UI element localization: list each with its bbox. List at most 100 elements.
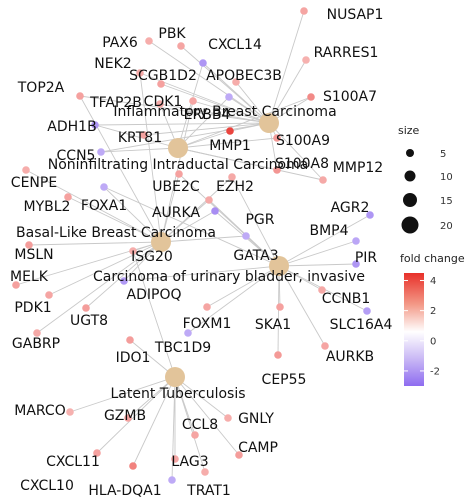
gene-label-krt81: KRT81 bbox=[118, 130, 162, 146]
edge-ezh2-bladder bbox=[231, 176, 280, 267]
edge-cxcl11-latent bbox=[96, 376, 176, 454]
category-label-breast: Inflammatory Breast Carcinoma bbox=[113, 104, 336, 120]
gene-label-foxm1: FOXM1 bbox=[183, 316, 232, 332]
gene-node-ido1 bbox=[126, 336, 134, 344]
gene-label-gabrp: GABRP bbox=[12, 336, 60, 352]
gene-node-msln bbox=[25, 241, 33, 249]
gene-label-s100a8: S100A8 bbox=[275, 156, 329, 172]
gene-node-camp bbox=[235, 451, 243, 459]
edge-mybl2-basal bbox=[67, 196, 162, 243]
edge-cdk1-breast bbox=[192, 100, 270, 124]
gene-node-cxcl14 bbox=[199, 59, 207, 67]
gene-label-lag3: LAG3 bbox=[171, 454, 208, 470]
colorbar-tick-label-2: 0 bbox=[430, 336, 436, 347]
gene-label-aurkb: AURKB bbox=[326, 349, 374, 365]
gene-label-pbk: PBK bbox=[158, 26, 186, 42]
gene-label-melk: MELK bbox=[10, 269, 49, 285]
gene-node-gabrp bbox=[33, 329, 41, 337]
gene-node-gata3 bbox=[242, 232, 250, 240]
edge-ccn5-nonin bbox=[100, 147, 179, 153]
colorbar-ticks: 4 2 0 -2 bbox=[404, 276, 440, 377]
gene-node-gnly bbox=[224, 414, 232, 422]
gene-node-s100a9 bbox=[273, 134, 281, 142]
gene-node-apobec3b bbox=[232, 78, 240, 86]
gene-node-nek2 bbox=[136, 69, 144, 77]
edge-adh1b-nonin bbox=[94, 124, 179, 149]
gene-node-tfap2b bbox=[156, 100, 164, 108]
gene-node-cep55 bbox=[274, 351, 282, 359]
gene-node-ezh2 bbox=[228, 173, 236, 181]
edge-top2a-basal bbox=[79, 95, 162, 243]
gene-label-adh1b: ADH1B bbox=[47, 119, 96, 135]
edge-layer bbox=[15, 10, 371, 481]
gene-label-erbb4: ERBB4 bbox=[184, 107, 231, 123]
gene-node-gzmb bbox=[124, 414, 132, 422]
size-legend-dot-20 bbox=[401, 216, 419, 234]
edge-scgb1d2-breast bbox=[160, 83, 270, 124]
gene-label-ube2c: UBE2C bbox=[152, 179, 200, 195]
gene-node-hla-dqa1 bbox=[168, 476, 176, 484]
gene-node-adipoq bbox=[120, 277, 128, 285]
node-layer bbox=[12, 7, 374, 484]
edge-pir-bladder bbox=[278, 263, 357, 267]
gene-node-nusap1 bbox=[300, 7, 308, 15]
edge-nek2-basal bbox=[139, 72, 162, 243]
gene-node-foxa1 bbox=[100, 183, 108, 191]
gene-label-apobec3b: APOBEC3B bbox=[206, 68, 282, 84]
gene-label-gata3: GATA3 bbox=[233, 248, 278, 264]
gene-node-ccl8 bbox=[191, 431, 199, 439]
size-legend-title: size bbox=[398, 124, 420, 137]
gene-label-scgb1d2: SCGB1D2 bbox=[129, 68, 197, 84]
gene-node-tbc1d9 bbox=[184, 329, 192, 337]
gene-label-nusap1: NUSAP1 bbox=[327, 7, 384, 23]
gene-label-slc16a4: SLC16A4 bbox=[330, 317, 393, 333]
edge-mmp12-breast bbox=[268, 122, 324, 181]
gene-node-mmp1 bbox=[226, 127, 234, 135]
gene-node-pbk bbox=[177, 42, 185, 50]
gene-label-tfap2b: TFAP2B bbox=[89, 95, 142, 111]
size-legend-label-10: 10 bbox=[440, 172, 453, 183]
gene-node-agr2 bbox=[366, 211, 374, 219]
size-legend-label-20: 20 bbox=[440, 221, 453, 232]
gene-node-mybl2 bbox=[64, 193, 72, 201]
gene-label-ccnb1: CCNB1 bbox=[322, 291, 371, 307]
edge-gabrp-basal bbox=[36, 241, 162, 334]
gene-node-melk bbox=[12, 281, 20, 289]
gene-label-cep55: CEP55 bbox=[262, 372, 307, 388]
gene-node-slc16a4 bbox=[363, 307, 371, 315]
gene-label-cxcl11: CXCL11 bbox=[46, 454, 100, 470]
gene-label-ezh2: EZH2 bbox=[216, 179, 254, 195]
gene-label-mybl2: MYBL2 bbox=[24, 199, 71, 215]
gene-node-cxcl10 bbox=[129, 462, 137, 470]
category-node-basal bbox=[151, 232, 171, 252]
gene-node-krt81 bbox=[140, 131, 148, 139]
gene-label-ido1: IDO1 bbox=[116, 350, 151, 366]
gene-label-pgr: PGR bbox=[245, 212, 274, 228]
edge-pax6-breast bbox=[148, 40, 270, 124]
gene-node-ccnb1 bbox=[318, 286, 326, 294]
edge-cep55-bladder bbox=[277, 265, 280, 356]
edge-camp-latent bbox=[174, 376, 240, 456]
gene-node-bmp4 bbox=[352, 237, 360, 245]
gene-node-aurkb bbox=[321, 342, 329, 350]
edge-msln-basal bbox=[28, 241, 162, 246]
gene-label-foxa1: FOXA1 bbox=[81, 198, 127, 214]
edge-mmp12-nonin bbox=[177, 147, 324, 181]
edge-ube2c-basal bbox=[160, 173, 180, 243]
gene-node-cenpe bbox=[22, 166, 30, 174]
gene-label-s100a7: S100A7 bbox=[323, 89, 377, 105]
edge-trat1-latent bbox=[174, 376, 206, 473]
edge-isg20-latent bbox=[132, 250, 176, 378]
edge-erbb4-nonin bbox=[177, 96, 230, 149]
category-node-latent bbox=[165, 367, 185, 387]
colorbar-tick-label-3: -2 bbox=[430, 366, 440, 377]
gene-label-cenpe: CENPE bbox=[11, 175, 57, 191]
gene-label-top2a: TOP2A bbox=[17, 80, 65, 96]
edge-cxcl14-breast bbox=[202, 62, 270, 124]
colorbar-tick-label-0: 4 bbox=[430, 276, 436, 287]
category-label-basal: Basal-Like Breast Carcinoma bbox=[16, 225, 216, 241]
gene-node-erbb4 bbox=[225, 93, 233, 101]
gene-label-ccl8: CCL8 bbox=[182, 417, 218, 433]
category-label-bladder: Carcinoma of urinary bladder, invasive bbox=[93, 269, 365, 285]
gene-label-aurka: AURKA bbox=[152, 205, 200, 221]
